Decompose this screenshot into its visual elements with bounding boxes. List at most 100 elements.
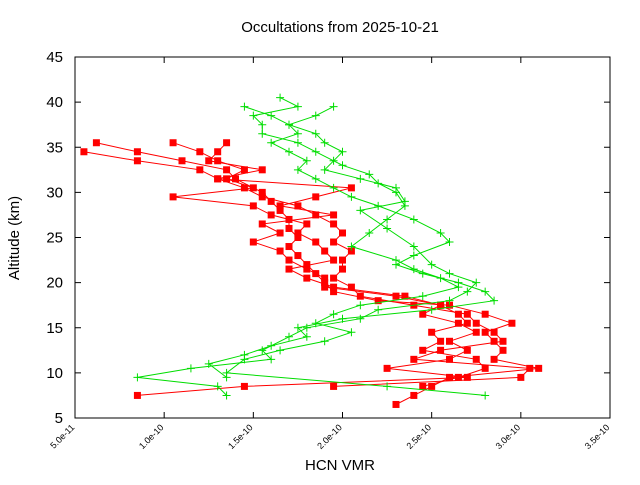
point (285, 224, 293, 232)
point (463, 287, 472, 296)
point (374, 201, 383, 210)
point (329, 102, 338, 111)
point (186, 364, 195, 373)
point (437, 301, 445, 309)
point (204, 359, 213, 368)
y-tick-label: 5 (55, 410, 63, 427)
y-tick-label: 20 (46, 275, 63, 292)
x-tick-label: 1.0e-10 (137, 422, 166, 451)
point (312, 238, 320, 246)
point (258, 346, 267, 355)
x-tick-label: 2.5e-10 (404, 422, 433, 451)
point (213, 382, 222, 391)
point (446, 337, 453, 345)
point (338, 147, 347, 156)
point (267, 211, 275, 219)
profile-line (96, 142, 539, 405)
point (445, 269, 454, 278)
point (285, 332, 293, 341)
point (267, 355, 276, 364)
point (472, 278, 481, 287)
point (223, 166, 231, 174)
point (196, 148, 204, 156)
point (293, 102, 302, 111)
x-tick-label: 3.5e-10 (583, 422, 612, 451)
profile (80, 148, 534, 390)
point (454, 310, 462, 318)
point (330, 382, 338, 390)
point (356, 301, 365, 310)
profile (204, 102, 499, 382)
point (356, 174, 365, 183)
point (293, 323, 302, 332)
point (437, 346, 445, 354)
point (214, 175, 222, 183)
y-tick-label: 45 (46, 49, 63, 66)
point (205, 157, 213, 165)
point (223, 139, 231, 147)
point (302, 323, 311, 332)
point (294, 229, 302, 237)
point (285, 256, 293, 264)
point (454, 373, 462, 381)
point (427, 305, 436, 314)
point (293, 129, 302, 138)
point (303, 220, 311, 228)
point (347, 247, 355, 255)
point (294, 234, 302, 241)
point (302, 332, 311, 341)
point (320, 165, 329, 174)
point (249, 111, 258, 120)
point (311, 174, 320, 183)
point (240, 102, 249, 111)
point (240, 350, 249, 359)
point (400, 201, 409, 210)
point (320, 138, 329, 147)
point (428, 382, 436, 390)
point (535, 364, 543, 372)
point (437, 337, 445, 345)
point (258, 120, 267, 129)
point (517, 373, 525, 381)
point (419, 346, 427, 354)
point (133, 391, 141, 399)
point (276, 346, 285, 355)
point (276, 202, 284, 210)
point (92, 139, 100, 147)
point (329, 183, 338, 192)
point (508, 319, 516, 327)
y-axis-label: Altitude (km) (6, 196, 23, 280)
point (222, 373, 231, 382)
point (249, 202, 257, 210)
point (463, 373, 471, 381)
point (499, 337, 507, 345)
point (232, 175, 239, 183)
point (419, 382, 427, 390)
point (481, 328, 489, 336)
point (454, 319, 462, 327)
point (472, 319, 480, 327)
point (214, 148, 222, 156)
y-tick-label: 35 (46, 139, 63, 156)
point (321, 283, 329, 291)
point (222, 391, 231, 400)
point (196, 166, 204, 174)
chart-title: Occultations from 2025-10-21 (241, 19, 439, 36)
point (276, 229, 284, 237)
point (436, 228, 445, 237)
point (133, 373, 142, 382)
point (481, 287, 490, 296)
point (347, 242, 356, 251)
y-tick-label: 25 (46, 230, 63, 247)
point (481, 310, 489, 318)
y-tick-label: 15 (46, 320, 63, 337)
point (356, 314, 365, 323)
point (133, 148, 141, 156)
point (383, 364, 391, 372)
point (339, 229, 346, 237)
point (401, 292, 409, 300)
point (374, 297, 382, 305)
point (339, 265, 346, 273)
point (311, 129, 320, 138)
